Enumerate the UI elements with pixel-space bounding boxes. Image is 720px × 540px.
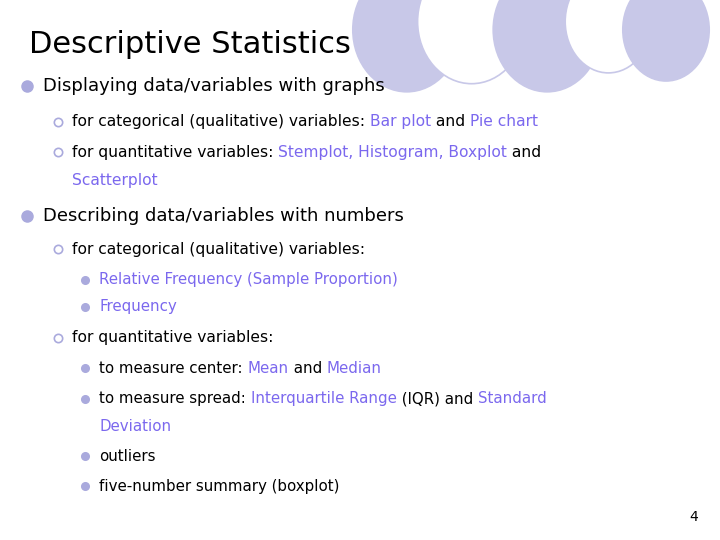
Ellipse shape xyxy=(493,0,601,92)
Text: outliers: outliers xyxy=(99,449,156,464)
Text: and: and xyxy=(507,145,541,160)
Text: Descriptive Statistics: Descriptive Statistics xyxy=(29,30,351,59)
Ellipse shape xyxy=(353,0,461,92)
Text: for categorical (qualitative) variables:: for categorical (qualitative) variables: xyxy=(72,114,370,129)
Text: Displaying data/variables with graphs: Displaying data/variables with graphs xyxy=(43,77,385,96)
Text: (IQR) and: (IQR) and xyxy=(397,391,478,406)
Ellipse shape xyxy=(418,0,526,84)
Text: five-number summary (boxplot): five-number summary (boxplot) xyxy=(99,478,340,494)
Text: for quantitative variables:: for quantitative variables: xyxy=(72,330,274,345)
Text: Interquartile Range: Interquartile Range xyxy=(251,391,397,406)
Text: Scatterplot: Scatterplot xyxy=(72,173,158,188)
Text: and: and xyxy=(289,361,327,376)
Text: Mean: Mean xyxy=(248,361,289,376)
Text: Frequency: Frequency xyxy=(99,299,177,314)
Text: to measure center:: to measure center: xyxy=(99,361,248,376)
Text: Relative Frequency (Sample Proportion): Relative Frequency (Sample Proportion) xyxy=(99,272,398,287)
Text: to measure spread:: to measure spread: xyxy=(99,391,251,406)
Text: 4: 4 xyxy=(690,510,698,524)
Ellipse shape xyxy=(623,0,709,81)
Text: and: and xyxy=(431,114,470,129)
Text: Stemplot, Histogram, Boxplot: Stemplot, Histogram, Boxplot xyxy=(278,145,507,160)
Text: Describing data/variables with numbers: Describing data/variables with numbers xyxy=(43,207,404,225)
Text: Deviation: Deviation xyxy=(99,419,171,434)
Text: for quantitative variables:: for quantitative variables: xyxy=(72,145,278,160)
Text: Median: Median xyxy=(327,361,382,376)
Text: Pie chart: Pie chart xyxy=(470,114,538,129)
Text: Bar plot: Bar plot xyxy=(370,114,431,129)
Text: for categorical (qualitative) variables:: for categorical (qualitative) variables: xyxy=(72,242,365,257)
Text: Standard: Standard xyxy=(478,391,546,406)
Ellipse shape xyxy=(565,0,652,73)
